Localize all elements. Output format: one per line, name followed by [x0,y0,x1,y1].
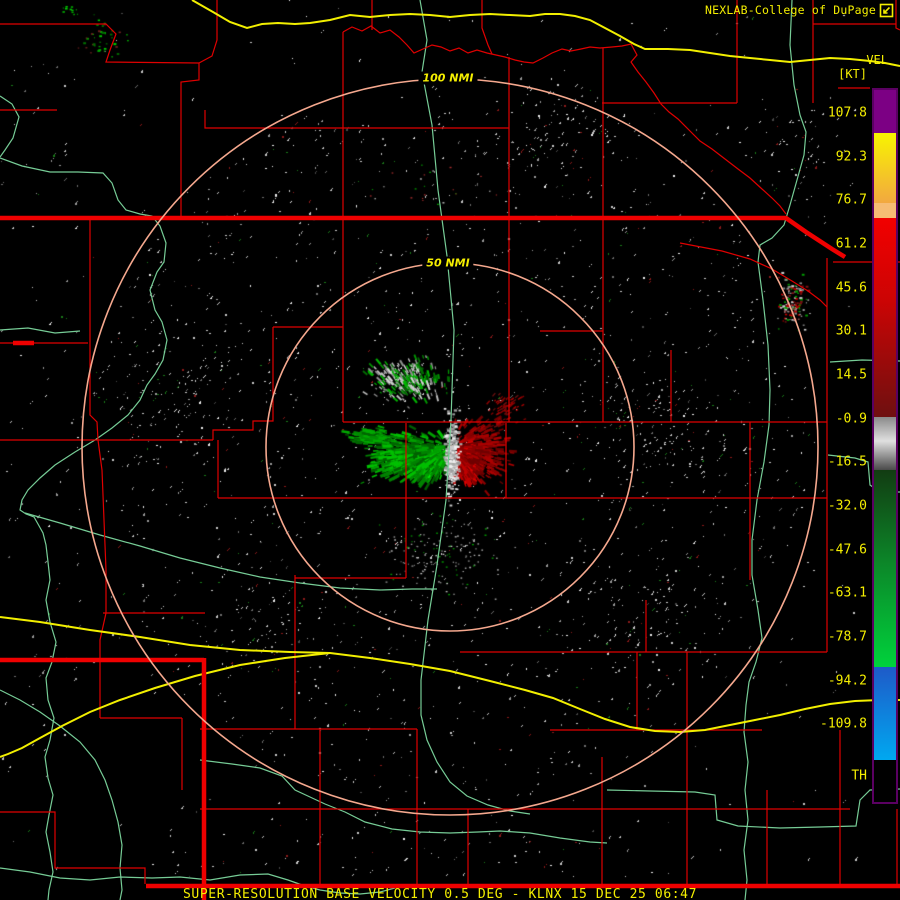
colorbar-tick-label: 61.2 [835,236,867,252]
county-boundary-line [0,811,146,884]
highway-line [0,652,331,758]
colorbar-tick-label: -0.9 [835,411,867,427]
colorbar-segment-blue [874,667,896,760]
colorbar-tick-label: -109.8 [820,716,867,732]
colorbar-tick-label: -47.6 [827,542,867,558]
colorbar-segment-black [874,760,896,800]
colorbar-segment-gray-up [874,417,896,441]
highway-line [0,616,900,734]
colorbar-segment-purple [874,90,896,133]
colorbar-tick-label: TH [851,768,867,784]
river-line [743,0,807,900]
range-ring-label-50nmi: 50 NMI [422,256,474,270]
colorbar-tick-label: 107.8 [827,105,867,121]
colorbar-tick-label: -94.2 [827,673,867,689]
colorbar-tick-label: 45.6 [835,280,867,296]
county-boundary-line [204,110,509,129]
external-arrow-icon [879,3,894,18]
range-ring-100nmi [81,78,819,816]
colorbar-tick-label: -63.1 [827,585,867,601]
colorbar-segment-gray-down [874,441,896,470]
river-line [419,0,531,815]
velocity-color-scale [872,88,898,804]
colorbar-units: [KT] [838,67,867,81]
range-ring-50nmi [265,262,635,632]
state-boundary-line [0,215,847,259]
county-boundary-line [0,23,200,64]
river-line [0,157,168,900]
highway-line [191,0,900,67]
colorbar-tick-label: 30.1 [835,323,867,339]
colorbar-tick-label: 14.5 [835,367,867,383]
product-title-bar: SUPER-RESOLUTION BASE VELOCITY 0.5 DEG -… [183,887,698,900]
colorbar-segment-bright-green [874,560,896,667]
colorbar-tick-label: -78.7 [827,629,867,645]
county-boundary-line [198,0,218,64]
county-boundary-line [342,25,787,215]
river-line [199,759,608,844]
colorbar-segment-dark-red [874,300,896,417]
county-boundary-line [97,439,107,718]
river-line [0,867,396,895]
colorbar-segment-bright-red [874,218,896,300]
colorbar-tick-label: -16.5 [827,454,867,470]
brand-title: NEXLAB-College of DuPage [705,3,876,17]
county-boundary-line [481,0,493,55]
county-boundary-line [895,0,900,31]
colorbar-tick-label: 76.7 [835,192,867,208]
colorbar-title: VEL [866,53,888,67]
colorbar-tick-label: -32.0 [827,498,867,514]
county-boundary-line [212,327,274,440]
county-boundary-line [89,218,99,441]
county-boundary-line [679,242,828,308]
colorbar-segment-yellow-orange [874,133,896,203]
river-line [24,512,437,591]
county-boundary-line [180,63,200,218]
colorbar-segment-dark-green [874,470,896,560]
river-line [0,95,20,158]
colorbar-segment-peach [874,203,896,218]
river-line [0,327,81,334]
colorbar-tick-label: 92.3 [835,149,867,165]
range-ring-label-100nmi: 100 NMI [418,71,478,85]
